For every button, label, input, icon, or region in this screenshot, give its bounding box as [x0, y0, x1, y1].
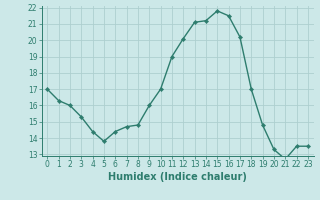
X-axis label: Humidex (Indice chaleur): Humidex (Indice chaleur) [108, 172, 247, 182]
